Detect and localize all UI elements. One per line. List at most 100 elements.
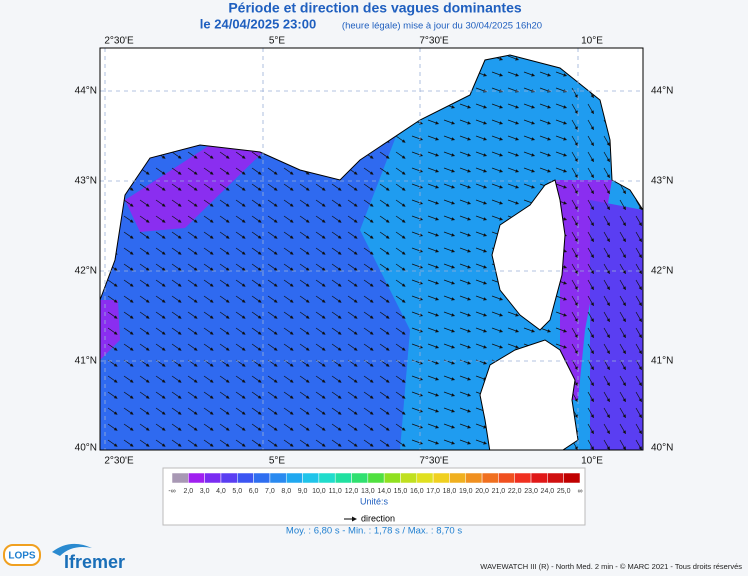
arrow	[411, 439, 423, 445]
arrow	[379, 151, 390, 159]
arrow	[491, 119, 503, 125]
arrow	[139, 215, 150, 223]
arrow	[571, 327, 578, 339]
arrow	[603, 247, 610, 259]
arrow	[123, 263, 134, 271]
arrow	[139, 343, 150, 351]
lat-label: 40°N	[75, 443, 97, 454]
arrow	[331, 375, 342, 383]
arrow	[299, 407, 310, 415]
arrow	[587, 151, 594, 163]
arrow	[443, 407, 455, 413]
colorbar-cell	[220, 472, 238, 484]
arrow	[507, 327, 519, 333]
arrow	[395, 375, 406, 383]
arrow	[267, 199, 278, 207]
arrow	[139, 231, 150, 239]
arrow	[187, 199, 198, 207]
arrow	[331, 327, 342, 335]
unit: Unité:s	[360, 496, 389, 506]
arrow	[491, 327, 503, 333]
arrow	[475, 199, 487, 205]
arrow	[443, 183, 455, 189]
arrow	[603, 151, 610, 163]
arrow	[171, 391, 182, 399]
arrow	[331, 407, 342, 415]
arrow	[139, 199, 150, 207]
arrow	[187, 343, 198, 351]
arrow	[475, 119, 487, 125]
arrow	[235, 327, 246, 335]
arrow	[315, 215, 326, 223]
arrow	[203, 327, 214, 335]
arrow	[475, 215, 487, 221]
lon-label: 7°30'E	[419, 36, 449, 47]
arrow	[587, 279, 594, 291]
arrow	[219, 263, 230, 271]
arrow	[283, 199, 294, 207]
colorbar-label: 11,0	[329, 488, 342, 495]
arrow	[619, 231, 626, 243]
arrow	[347, 295, 358, 303]
arrow	[587, 119, 594, 131]
arrow	[379, 439, 390, 447]
arrow	[139, 311, 150, 319]
arrow	[619, 343, 626, 355]
arrow	[155, 327, 166, 335]
arrow	[171, 343, 182, 351]
arrow	[139, 439, 150, 447]
arrow	[523, 135, 535, 141]
arrow	[555, 71, 567, 77]
colorbar-label: 19,0	[459, 488, 473, 495]
arrow	[459, 199, 471, 205]
arrow	[203, 439, 214, 447]
colorbar-label: 4,0	[216, 488, 226, 495]
colorbar-cell	[237, 472, 254, 484]
ifremer-text: Ifremer	[64, 552, 125, 572]
arrow	[635, 375, 642, 387]
arrow	[411, 423, 423, 429]
arrow	[507, 71, 519, 77]
arrow	[587, 135, 594, 147]
arrow	[203, 247, 214, 255]
arrow	[251, 151, 262, 159]
arrow	[155, 247, 166, 255]
arrow	[315, 391, 326, 399]
arrow	[347, 263, 358, 271]
arrow	[267, 263, 278, 271]
arrow	[619, 439, 626, 450]
corsica	[491, 179, 566, 331]
arrow	[539, 71, 551, 77]
lon-label: 5°E	[269, 456, 286, 467]
arrow	[603, 327, 610, 339]
arrow	[251, 215, 262, 223]
arrow	[507, 343, 519, 349]
arrow	[395, 199, 406, 207]
arrow	[379, 311, 390, 319]
arrow	[603, 295, 610, 307]
arrow	[235, 263, 246, 271]
arrow	[299, 375, 310, 383]
map	[100, 48, 643, 450]
colorbar-cell	[547, 472, 564, 484]
arrow	[267, 183, 278, 191]
arrow	[331, 231, 342, 239]
arrow	[235, 231, 246, 239]
arrow	[411, 215, 423, 221]
arrow	[203, 151, 214, 159]
arrow	[283, 215, 294, 223]
arrow	[523, 183, 535, 189]
colorbar-cell	[334, 472, 352, 484]
arrow	[395, 183, 406, 191]
arrow	[427, 327, 439, 333]
colorbar-cell	[302, 472, 320, 484]
colorbar: -∞ 2,0 3,0 4,0 5,0 6,0 7,0 8,0 9,0 10,0 11,0 12,0 13…	[168, 472, 583, 495]
arrow	[299, 295, 310, 303]
arrow	[603, 391, 610, 403]
arrow	[283, 311, 294, 319]
arrow	[427, 343, 439, 349]
arrow	[363, 343, 374, 351]
arrow	[587, 263, 594, 275]
colorbar-cell	[188, 472, 205, 484]
arrow	[283, 231, 294, 239]
